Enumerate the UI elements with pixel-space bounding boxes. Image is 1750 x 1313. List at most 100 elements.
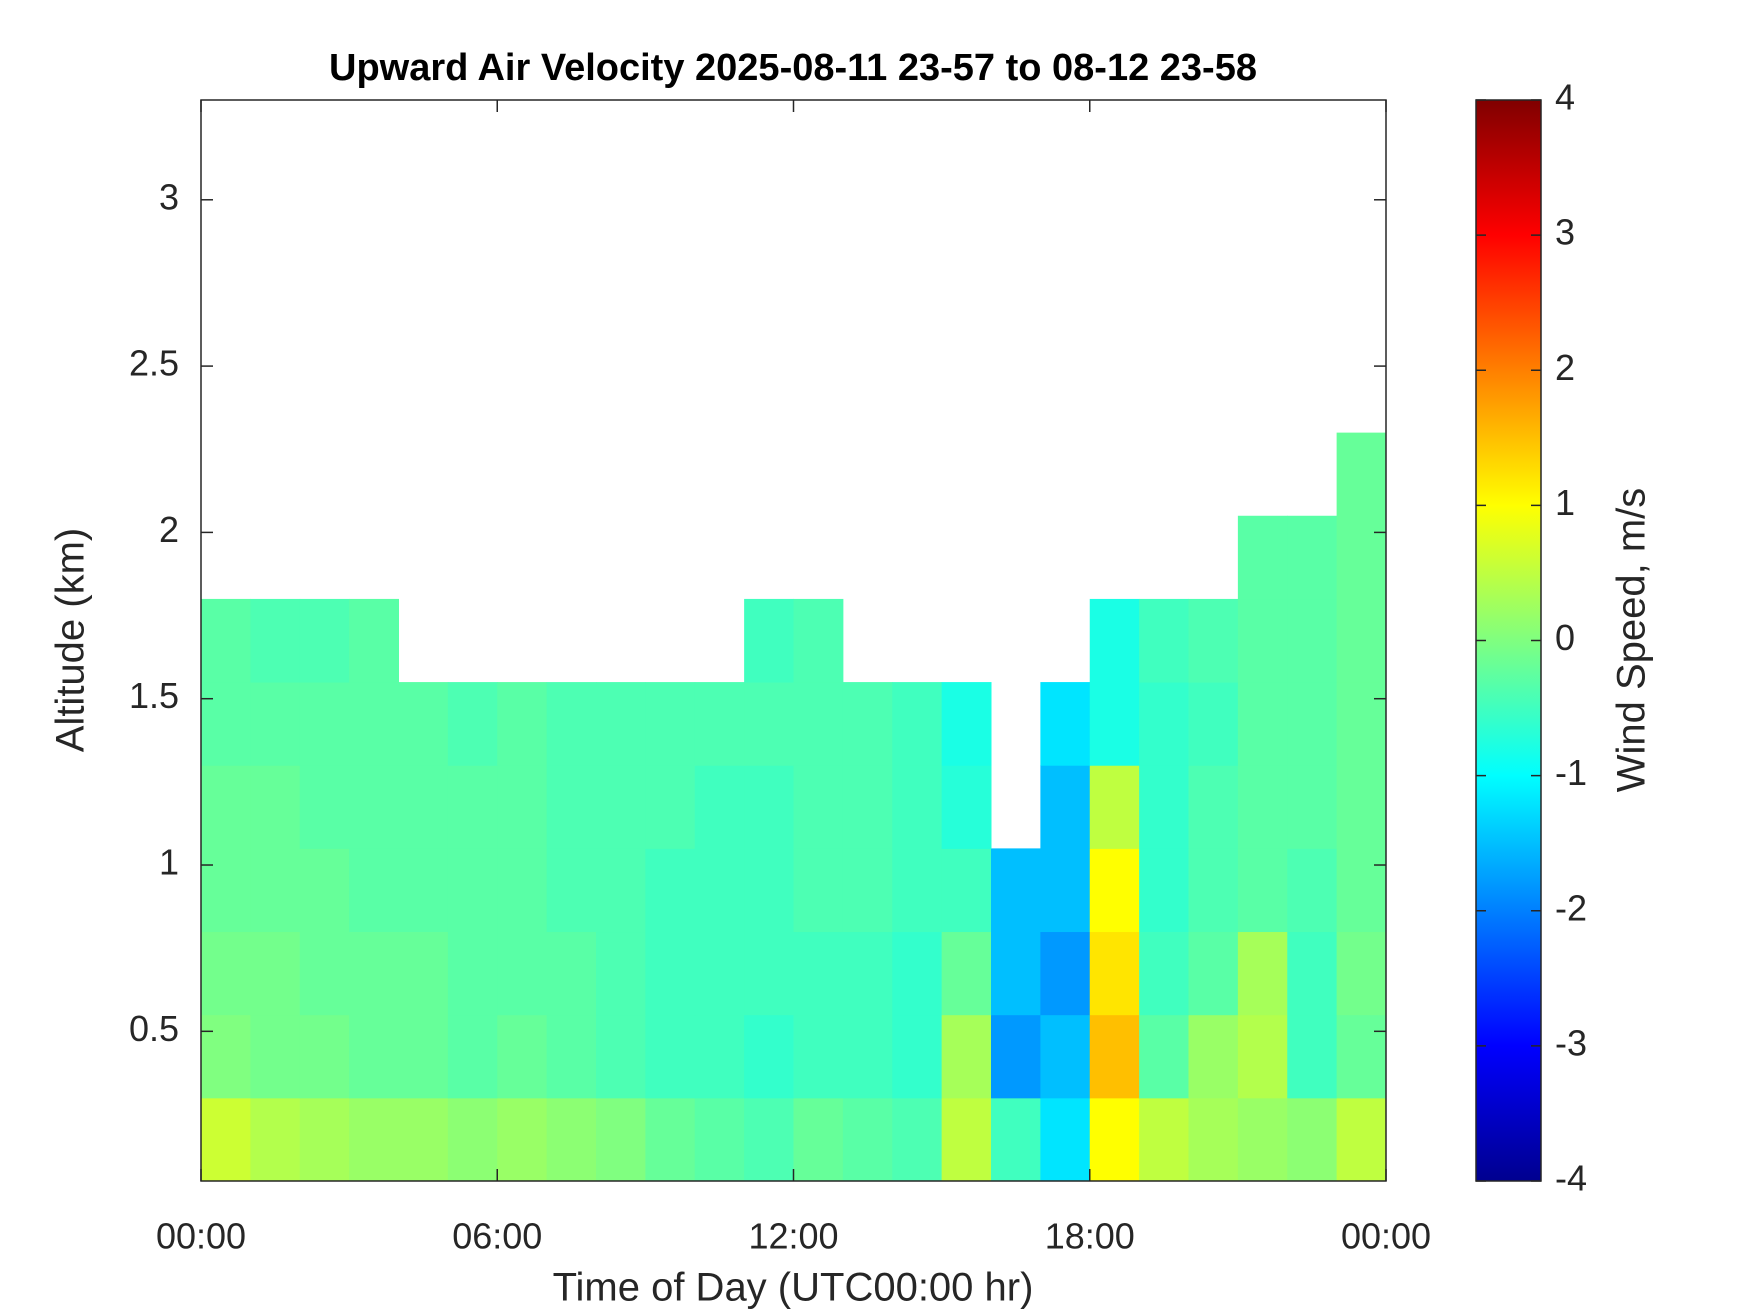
heat-cell [694, 765, 745, 849]
heat-cell [596, 765, 646, 849]
heat-cell [1188, 765, 1239, 849]
heat-cell [349, 682, 399, 766]
heat-cell [447, 682, 498, 766]
heat-cell [1237, 1097, 1288, 1182]
heat-cell [596, 1097, 646, 1182]
heat-cell [1188, 848, 1239, 933]
heat-cell [842, 682, 893, 766]
heat-cell [1336, 598, 1387, 683]
heat-cell [1237, 765, 1288, 849]
heat-cell [497, 1097, 548, 1182]
y-axis-label: Altitude (km) [49, 528, 93, 753]
heat-cell [398, 682, 449, 766]
heat-cell [398, 765, 449, 849]
heat-cell [398, 848, 449, 933]
x-tick-label: 00:00 [156, 1216, 246, 1257]
heat-cell [1336, 1097, 1387, 1182]
colorbar [1475, 99, 1542, 1182]
heat-cell [744, 682, 794, 766]
heat-cell [941, 765, 992, 849]
heat-cell [546, 1097, 597, 1182]
heat-cell [793, 1097, 844, 1182]
heat-cell [250, 682, 301, 766]
heat-cell [596, 1014, 646, 1099]
heat-cell [546, 1014, 597, 1099]
heat-cell [1139, 1097, 1189, 1182]
heat-cell [546, 765, 597, 849]
heat-cell [201, 848, 251, 933]
y-tick-label: 1.5 [129, 675, 179, 716]
heat-cell [299, 1014, 350, 1099]
heat-cell [546, 931, 597, 1016]
heat-cell [793, 598, 844, 683]
x-tick-label: 00:00 [1341, 1216, 1431, 1257]
colorbar-tick-label: 4 [1555, 77, 1575, 118]
heat-cell [299, 1097, 350, 1182]
heat-cell [793, 1014, 844, 1099]
heat-cell [645, 765, 696, 849]
heat-cell [1336, 682, 1387, 766]
heat-cell [694, 848, 745, 933]
y-tick-label: 2.5 [129, 343, 179, 384]
heat-cell [349, 931, 399, 1016]
heat-cell [941, 931, 992, 1016]
colorbar-tick-label: -4 [1555, 1158, 1587, 1199]
heat-cell [1139, 682, 1189, 766]
heat-cell [398, 931, 449, 1016]
heat-cell [991, 931, 1041, 1016]
heat-cell [694, 1014, 745, 1099]
heat-cell [1336, 848, 1387, 933]
heat-cell [842, 931, 893, 1016]
heat-cell [250, 598, 301, 683]
heat-cell [1139, 1014, 1189, 1099]
heat-cell [645, 848, 696, 933]
colorbar-tick-label: 3 [1555, 212, 1575, 253]
heat-cell [201, 682, 251, 766]
heat-cell [497, 765, 548, 849]
heat-cell [744, 848, 794, 933]
heat-cell [1089, 765, 1140, 849]
heat-cell [1237, 931, 1288, 1016]
heat-cell [596, 931, 646, 1016]
heat-cell [1040, 931, 1091, 1016]
heat-cell [1287, 765, 1338, 849]
heat-cell [1237, 848, 1288, 933]
colorbar-tick-label: 2 [1555, 347, 1575, 388]
heat-cell [941, 848, 992, 933]
heat-cell [744, 1097, 794, 1182]
heat-cell [694, 931, 745, 1016]
heat-cell [1089, 931, 1140, 1016]
heat-cell [1188, 598, 1239, 683]
heat-cell [793, 931, 844, 1016]
heat-cell [1287, 682, 1338, 766]
heat-cell [1089, 1014, 1140, 1099]
heat-cell [1139, 848, 1189, 933]
heat-cell [793, 848, 844, 933]
heat-cell [1139, 931, 1189, 1016]
heat-cell [447, 1014, 498, 1099]
heat-cell [1237, 1014, 1288, 1099]
heat-cell [744, 1014, 794, 1099]
heat-cell [694, 682, 745, 766]
heat-cell [299, 682, 350, 766]
heat-cell [201, 598, 251, 683]
heat-cell [1139, 598, 1189, 683]
heat-cell [892, 1097, 943, 1182]
heat-cell [645, 682, 696, 766]
heat-cell [842, 1014, 893, 1099]
heat-cell [349, 765, 399, 849]
heat-cell [1237, 598, 1288, 683]
heat-cell [1040, 1014, 1091, 1099]
heat-cell [1336, 432, 1387, 517]
x-tick-label: 18:00 [1045, 1216, 1135, 1257]
heat-cell [842, 848, 893, 933]
heat-cell [991, 1014, 1041, 1099]
heat-cell [497, 931, 548, 1016]
heat-cell [1089, 848, 1140, 933]
heat-cell [201, 931, 251, 1016]
colorbar-label: Wind Speed, m/s [1610, 488, 1654, 793]
heat-cell [201, 765, 251, 849]
heat-cell [1336, 765, 1387, 849]
heat-cell [250, 931, 301, 1016]
heat-cell [645, 1097, 696, 1182]
